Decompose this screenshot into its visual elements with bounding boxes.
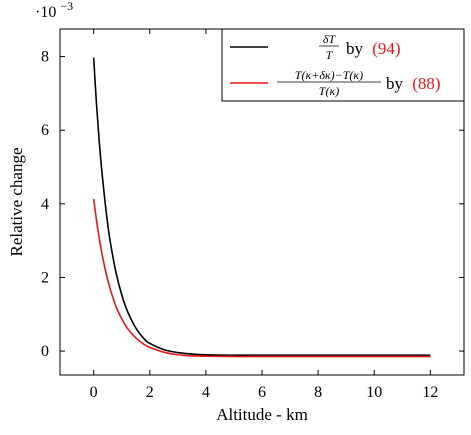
series-lines — [92, 57, 431, 358]
legend: δT T by (94) T(κ+δκ)−T(κ) T(κ) by (88) — [221, 28, 465, 102]
y-tick-label: 4 — [41, 196, 49, 213]
x-tick-label: 4 — [202, 384, 210, 401]
legend-label-series-1: by (94) — [346, 39, 401, 58]
y-tick-label: 2 — [41, 269, 49, 286]
legend-box — [221, 28, 465, 102]
legend-denominator-series-2: T(κ) — [319, 84, 339, 98]
x-tick-label: 6 — [258, 384, 266, 401]
x-axis-title: Altitude - km — [216, 405, 308, 424]
y-tick-label: 0 — [41, 343, 49, 360]
legend-numerator-series-1: δT — [323, 32, 337, 46]
legend-ref-series-2: (88) — [412, 74, 440, 93]
x-tick-label: 0 — [90, 384, 98, 401]
series-line-1 — [92, 57, 431, 356]
y-scale-exponent: −3 — [60, 0, 73, 13]
legend-suffix-series-2: by — [386, 74, 404, 93]
series-line-2 — [92, 198, 431, 358]
x-tick-label: 2 — [146, 384, 154, 401]
y-scale-factor-label: ·10 −3 — [35, 0, 73, 21]
legend-denominator-series-1: T — [326, 48, 334, 62]
y-tick-label: 6 — [41, 122, 49, 139]
x-tick-label: 8 — [314, 384, 322, 401]
y-axis-ticks: 0 2 4 6 8 — [41, 49, 464, 360]
x-tick-label: 10 — [366, 384, 382, 401]
x-tick-label: 12 — [422, 384, 438, 401]
y-axis-title: Relative change — [7, 147, 26, 256]
legend-ref-series-1: (94) — [372, 39, 400, 58]
legend-numerator-series-2: T(κ+δκ)−T(κ) — [295, 68, 363, 82]
y-tick-label: 8 — [41, 49, 49, 66]
legend-label-series-2: by (88) — [386, 74, 441, 93]
y-scale-base: ·10 — [35, 4, 56, 21]
legend-suffix-series-1: by — [346, 39, 364, 58]
